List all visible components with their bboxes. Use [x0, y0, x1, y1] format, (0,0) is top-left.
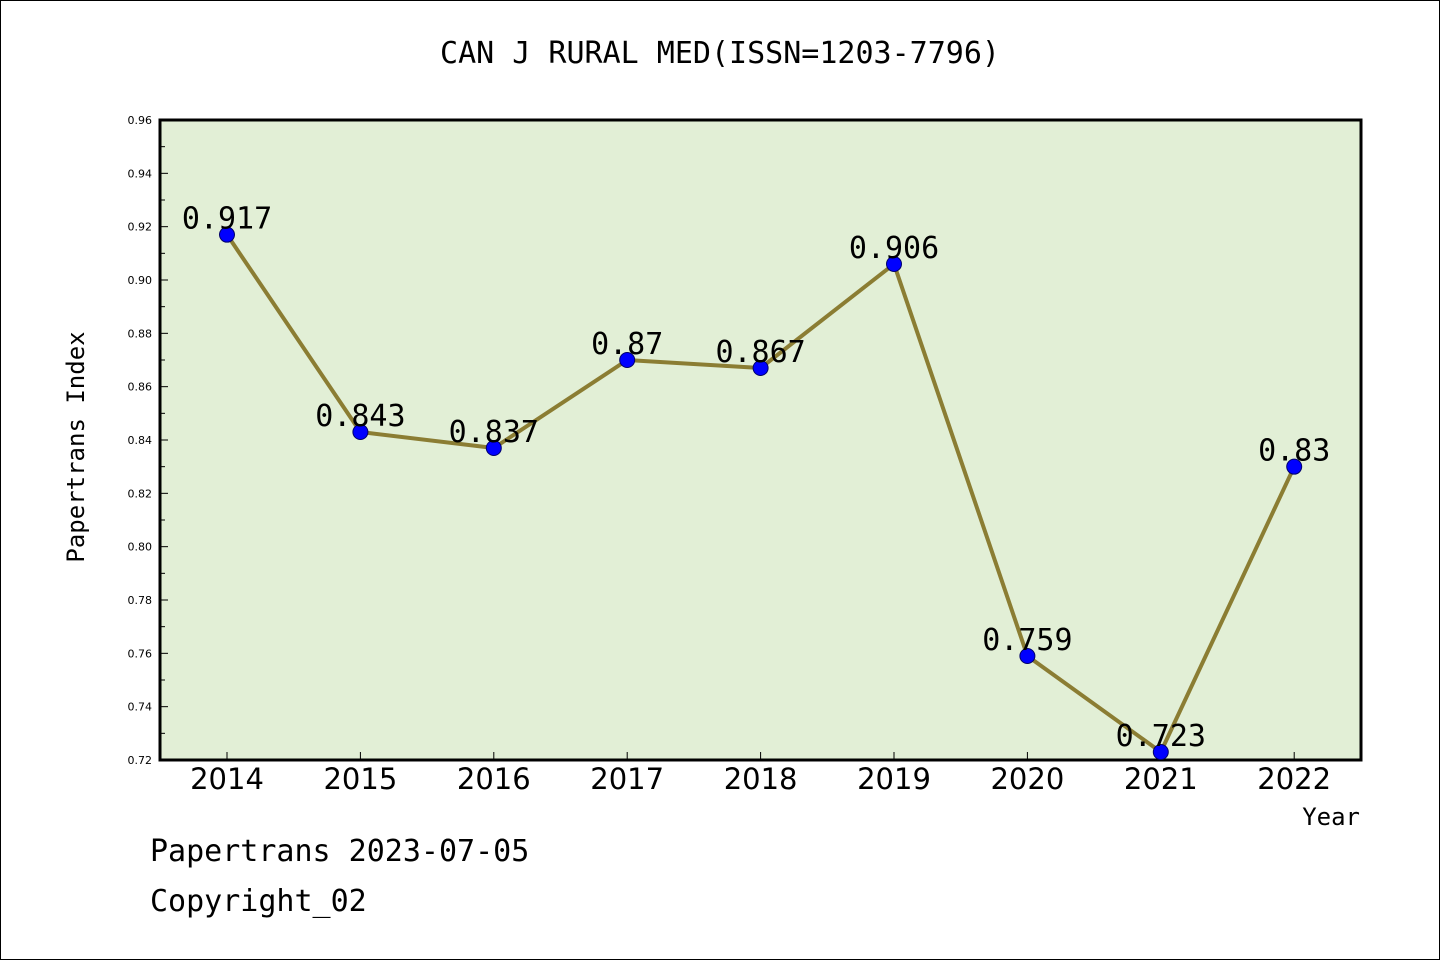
data-point — [619, 352, 636, 368]
y-axis-title: Papertrans Index — [62, 331, 90, 562]
y-tick-label: 0.94 — [128, 167, 153, 180]
y-tick-label: 0.90 — [128, 274, 153, 287]
y-tick-label: 0.84 — [128, 434, 153, 447]
y-tick-label: 0.92 — [128, 221, 153, 234]
y-tick-label: 0.80 — [128, 541, 153, 554]
footer-copyright: Copyright_02 — [150, 884, 367, 919]
y-tick-label: 0.78 — [128, 594, 153, 607]
data-label: 0.87 — [591, 327, 663, 362]
data-label: 0.843 — [315, 399, 405, 434]
data-points — [219, 226, 1303, 760]
y-tick-label: 0.76 — [128, 647, 153, 660]
x-tick-label: 2020 — [990, 762, 1064, 796]
data-point — [219, 226, 235, 243]
data-point — [1019, 648, 1036, 664]
data-label: 0.723 — [1116, 719, 1206, 754]
x-axis: 2014 2015 2016 2017 2018 2019 2020 2021 2022 — [190, 752, 1331, 796]
x-tick-label: 2019 — [857, 762, 931, 796]
data-label: 0.837 — [449, 415, 539, 450]
y-tick-label: 0.96 — [128, 114, 153, 127]
y-tick-label: 0.86 — [128, 381, 153, 394]
chart-title: CAN J RURAL MED(ISSN=1203-7796) — [440, 36, 1000, 71]
footer-date: Papertrans 2023-07-05 — [150, 834, 530, 869]
data-labels: 0.917 0.843 0.837 0.87 0.867 0.906 0.759 0.723 0… — [182, 202, 1330, 754]
x-tick-label: 2016 — [457, 762, 531, 796]
data-point — [1152, 744, 1169, 760]
x-axis-title: Year — [1302, 803, 1360, 831]
data-label: 0.906 — [849, 231, 939, 266]
data-point — [352, 424, 369, 440]
data-point — [1286, 458, 1303, 475]
y-axis: 0.72 0.74 0.76 0.78 0.80 0.82 0.84 0.86 0.88 0.90… — [128, 114, 168, 767]
x-tick-label: 2021 — [1124, 762, 1198, 796]
y-tick-label: 0.88 — [128, 327, 153, 340]
x-tick-label: 2018 — [724, 762, 798, 796]
plot-area — [158, 118, 1363, 762]
data-label: 0.917 — [182, 202, 272, 237]
data-point — [485, 440, 502, 456]
x-tick-label: 2015 — [323, 762, 397, 796]
y-tick-label: 0.82 — [128, 487, 153, 500]
x-tick-label: 2017 — [590, 762, 664, 796]
x-tick-label: 2014 — [190, 762, 264, 796]
data-label: 0.867 — [715, 335, 805, 370]
data-label: 0.759 — [982, 623, 1072, 658]
data-point — [886, 256, 902, 272]
data-label: 0.83 — [1258, 434, 1330, 469]
x-tick-label: 2022 — [1257, 762, 1331, 796]
y-tick-label: 0.74 — [128, 701, 153, 714]
data-point — [752, 360, 769, 376]
y-tick-label: 0.72 — [128, 754, 153, 767]
